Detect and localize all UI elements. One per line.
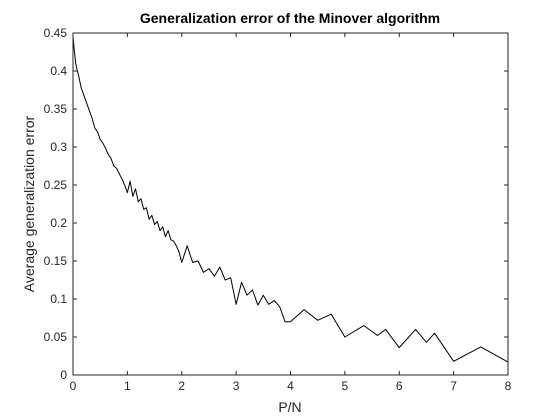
x-tick-label: 1 — [124, 379, 131, 393]
chart-title: Generalization error of the Minover algo… — [140, 10, 440, 26]
x-tick-label: 2 — [178, 379, 185, 393]
y-tick-label: 0.1 — [50, 292, 67, 306]
series-line — [72, 36, 509, 363]
x-tick-label: 6 — [396, 379, 403, 393]
y-tick-label: 0.25 — [44, 178, 68, 192]
x-tick-label: 8 — [505, 379, 512, 393]
x-axis-label: P/N — [278, 399, 301, 415]
x-tick-label: 0 — [70, 379, 77, 393]
y-tick-label: 0.45 — [44, 26, 68, 40]
x-tick-label: 7 — [450, 379, 457, 393]
x-tick-label: 4 — [287, 379, 294, 393]
y-tick-label: 0.3 — [50, 140, 67, 154]
y-axis-label: Average generalization error — [21, 115, 37, 292]
y-tick-label: 0.2 — [50, 216, 67, 230]
y-tick-label: 0.4 — [50, 64, 67, 78]
y-tick-label: 0.35 — [44, 102, 68, 116]
y-tick-label: 0 — [60, 368, 67, 382]
plot-area: 0 1 2 3 4 5 6 7 8 0 0.05 0.1 0.15 0.2 0.25 0.3 0.35 0.4 0.… — [44, 26, 512, 393]
x-tick-label: 3 — [233, 379, 240, 393]
y-tick-label: 0.05 — [44, 330, 68, 344]
x-tick-label: 5 — [342, 379, 349, 393]
y-tick-label: 0.15 — [44, 254, 68, 268]
